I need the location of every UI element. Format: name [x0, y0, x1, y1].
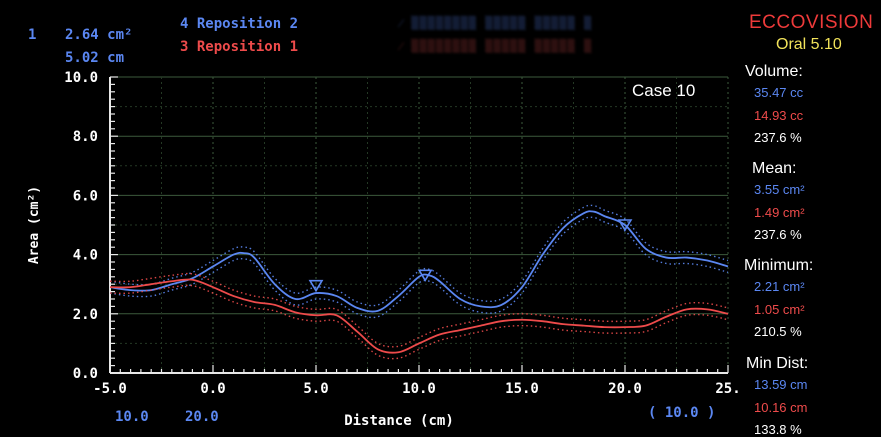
- minimum-heading: Minimum:: [744, 257, 814, 274]
- cursor-area-readout: 2.64 cm²: [65, 27, 133, 43]
- y-tick-label: 6.0: [73, 188, 98, 204]
- chart-tick-labels: 0.02.04.06.08.010.0-5.0 0.0 5.0 10.0 15.0 20.…: [27, 70, 740, 429]
- 4-reposition-2-upper-band: [109, 204, 729, 307]
- x-tick-label: 0.0: [200, 381, 225, 397]
- triangle-marker: [417, 269, 433, 282]
- 4-reposition-2-line: [109, 210, 729, 313]
- min-dist-percent: 133.8 %: [754, 422, 802, 437]
- footer-value-a: 10.0: [115, 409, 149, 425]
- x-tick-label: 25.: [715, 381, 740, 397]
- triangle-marker: [308, 279, 324, 293]
- y-tick-label: 2.0: [73, 307, 98, 323]
- x-tick-label: -5.0: [93, 381, 127, 397]
- cursor-index: 1: [28, 27, 37, 43]
- x-tick-label: 15.0: [505, 381, 539, 397]
- volume-heading: Volume:: [745, 63, 803, 80]
- y-axis-label: Area (cm²): [27, 186, 42, 264]
- mean-percent: 237.6 %: [754, 227, 802, 242]
- 3-reposition-1-line: [109, 278, 729, 354]
- 3-reposition-1-upper-band: [109, 272, 729, 348]
- cursor-distance-readout: 5.02 cm: [65, 50, 125, 66]
- footer-scale: ( 10.0 ): [648, 405, 716, 421]
- y-tick-label: 0.0: [73, 366, 98, 382]
- triangle-marker: [617, 219, 633, 232]
- chart-axes: [109, 76, 729, 374]
- x-tick-label: 5.0: [303, 381, 328, 397]
- ghost-text-blue: ⁄ ▒▒▒▒▒▒▒▒ ▒▒▒▒▒ ▒▒▒▒▒ ▒: [400, 16, 593, 30]
- legend-reposition-1: 3 Reposition 1: [180, 39, 299, 55]
- minimum-percent: 210.5 %: [754, 324, 802, 339]
- software-version: Oral 5.10: [776, 36, 842, 53]
- area-distance-chart: 0.02.04.06.08.010.0-5.0 0.0 5.0 10.0 15.0 20.…: [27, 70, 740, 429]
- y-tick-label: 10.0: [64, 70, 98, 86]
- case-label: Case 10: [632, 81, 696, 100]
- min-dist-heading: Min Dist:: [746, 355, 809, 372]
- x-tick-label: 20.0: [608, 381, 642, 397]
- minimum-blue-value: 2.21 cm²: [754, 279, 805, 294]
- x-axis-label: Distance (cm): [344, 413, 454, 429]
- min-dist-blue-value: 13.59 cm: [754, 377, 808, 392]
- legend-reposition-2: 4 Reposition 2: [180, 16, 299, 32]
- min-dist-red-value: 10.16 cm: [754, 400, 808, 415]
- volume-blue-value: 35.47 cc: [754, 85, 804, 100]
- footer-value-b: 20.0: [185, 409, 219, 425]
- volume-percent: 237.6 %: [754, 130, 802, 145]
- brand-title: ECCOVISION: [749, 12, 874, 33]
- y-tick-label: 8.0: [73, 129, 98, 145]
- chart-markers: [308, 219, 633, 293]
- 3-reposition-1-lower-band: [109, 284, 729, 360]
- mean-blue-value: 3.55 cm²: [754, 182, 805, 197]
- y-tick-label: 4.0: [73, 248, 98, 264]
- ghost-text-red: ⁄ ▒▒▒▒▒▒▒▒ ▒▒▒▒▒ ▒▒▒▒▒ ▒: [400, 39, 593, 53]
- minimum-red-value: 1.05 cm²: [754, 302, 805, 317]
- x-tick-label: 10.0: [402, 381, 436, 397]
- chart-grid: [109, 76, 729, 374]
- mean-heading: Mean:: [752, 160, 797, 177]
- volume-red-value: 14.93 cc: [754, 108, 804, 123]
- mean-red-value: 1.49 cm²: [754, 205, 805, 220]
